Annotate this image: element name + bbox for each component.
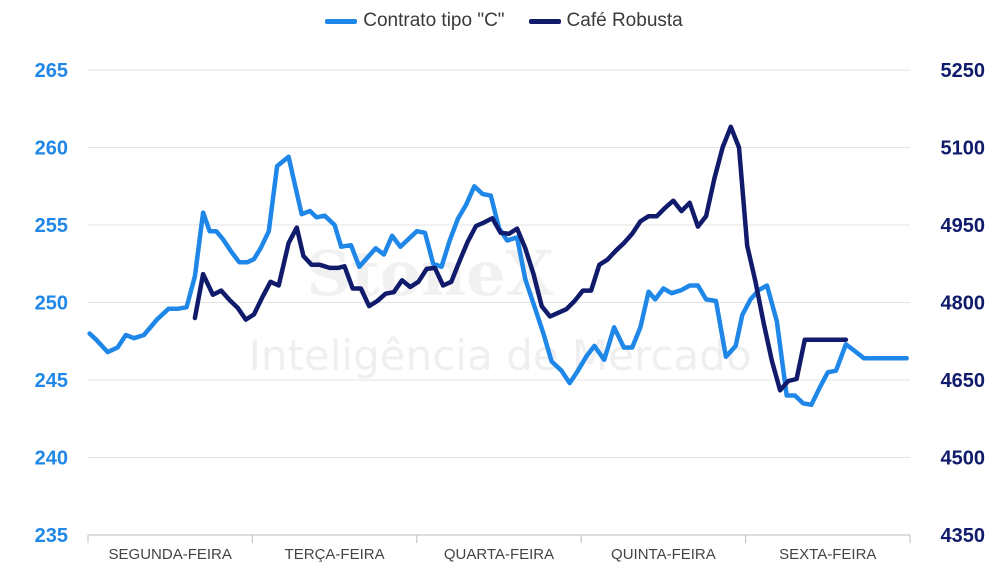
y-right-tick-label: 4500: [941, 448, 986, 470]
series-line-robusta: [192, 124, 849, 393]
y-right-tick-label: 4950: [941, 215, 986, 237]
y-left-tick-label: 235: [35, 525, 68, 547]
y-axis-right: 4350 4500 4650 4800 4950 5100 5250: [941, 60, 986, 547]
watermark-subtitle: Inteligência de Mercado: [248, 331, 751, 380]
watermark: StoneX Inteligência de Mercado: [248, 237, 751, 380]
series-line-contrato-c: [87, 154, 909, 408]
x-category-label: TERÇA-FEIRA: [285, 546, 385, 563]
y-left-tick-label: 245: [35, 370, 68, 392]
legend-label-contrato-c: Contrato tipo "C": [363, 10, 505, 31]
y-right-tick-label: 4650: [941, 370, 986, 392]
y-right-tick-label: 4800: [941, 293, 986, 315]
x-category-label: QUINTA-FEIRA: [611, 546, 716, 563]
legend-swatch-robusta: [528, 18, 561, 24]
y-axis-left: 235 240 245 250 255 260 265: [35, 60, 68, 547]
legend-item-contrato-c: Contrato tipo "C": [325, 10, 505, 32]
x-category-label: SEXTA-FEIRA: [779, 546, 876, 563]
y-left-tick-label: 265: [35, 60, 68, 82]
y-left-tick-label: 260: [35, 138, 68, 160]
legend-swatch-contrato-c: [325, 18, 358, 24]
y-left-tick-label: 250: [35, 293, 68, 315]
legend-label-robusta: Café Robusta: [566, 10, 683, 31]
grid-lines: [88, 69, 910, 536]
y-left-tick-label: 255: [35, 215, 68, 237]
y-right-tick-label: 5100: [941, 138, 986, 160]
x-category-label: SEGUNDA-FEIRA: [109, 546, 232, 563]
legend-item-robusta: Café Robusta: [528, 10, 683, 32]
y-left-tick-label: 240: [35, 448, 68, 470]
y-right-tick-label: 5250: [941, 60, 986, 82]
chart-legend: Contrato tipo "C" Café Robusta: [0, 10, 1008, 32]
series-lines: [87, 124, 909, 408]
x-axis: SEGUNDA-FEIRA TERÇA-FEIRA QUARTA-FEIRA QUIN…: [87, 535, 911, 563]
x-category-label: QUARTA-FEIRA: [444, 546, 554, 563]
y-right-tick-label: 4350: [941, 525, 986, 547]
